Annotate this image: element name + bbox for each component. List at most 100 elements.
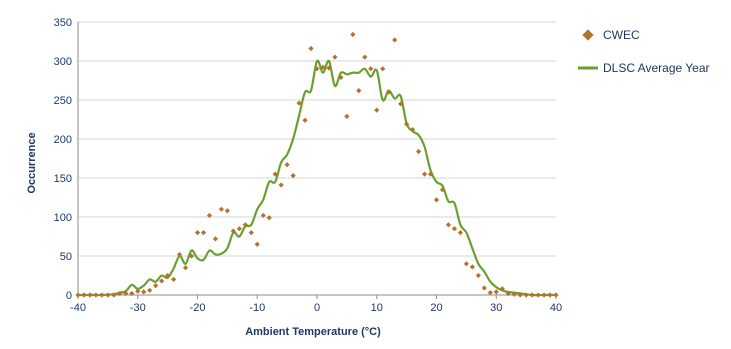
cwec-point [212, 236, 219, 242]
cwec-point [511, 291, 517, 297]
cwec-point [99, 292, 105, 298]
legend: CWEC DLSC Average Year [578, 28, 710, 75]
cwec-point [535, 292, 541, 298]
cwec-point [529, 292, 535, 298]
cwec-point [284, 162, 290, 168]
x-tick-label: 0 [314, 302, 320, 314]
cwec-point [182, 265, 189, 271]
cwec-point [523, 292, 529, 298]
cwec-point [176, 251, 183, 258]
y-axis-label: Occurrence [26, 132, 38, 193]
cwec-point [517, 292, 523, 298]
cwec-point [338, 74, 344, 80]
y-tick-label: 300 [54, 56, 72, 68]
cwec-point [344, 113, 350, 119]
legend-label-dlsc: DLSC Average Year [603, 61, 710, 75]
cwec-point [392, 37, 398, 43]
cwec-point [439, 187, 446, 193]
cwec-point [445, 222, 452, 228]
x-tick-label: 10 [371, 302, 383, 314]
cwec-point [129, 290, 135, 297]
cwec-point [159, 278, 165, 284]
y-tick-label: 200 [54, 134, 72, 146]
cwec-point [153, 283, 159, 289]
cwec-point [141, 289, 147, 295]
cwec-point [111, 292, 117, 298]
cwec-point [553, 292, 559, 298]
cwec-point [296, 100, 302, 106]
cwec-point [314, 66, 320, 72]
cwec-point [278, 182, 284, 188]
legend-item-dlsc: DLSC Average Year [578, 61, 710, 75]
x-tick-label: 20 [430, 302, 442, 314]
cwec-point [547, 292, 553, 298]
cwec-point [433, 197, 440, 203]
cwec-point [194, 230, 201, 236]
cwec-point [421, 171, 428, 177]
x-tick-label: 40 [550, 302, 562, 314]
cwec-point [320, 64, 326, 70]
cwec-point [410, 127, 416, 133]
cwec-point [260, 212, 266, 219]
cwec-point [457, 230, 463, 236]
cwec-point [368, 66, 374, 72]
y-tick-label: 100 [54, 212, 72, 224]
cwec-point [493, 289, 499, 295]
y-tick-label: 350 [54, 17, 72, 29]
cwec-point [87, 292, 93, 298]
cwec-point [362, 54, 368, 60]
cwec-point [200, 230, 207, 236]
cwec-point [356, 88, 362, 94]
y-tick-label: 250 [54, 95, 72, 107]
legend-label-cwec: CWEC [603, 28, 640, 42]
cwec-point [81, 292, 87, 298]
cwec-point [248, 230, 254, 236]
cwec-point [171, 276, 177, 282]
cwec-point [218, 206, 224, 212]
cwec-point [469, 264, 475, 270]
cwec-point [332, 54, 338, 60]
cwec-point [266, 215, 272, 221]
cwec-point [481, 285, 487, 291]
cwec-point [541, 292, 547, 298]
y-tick-label: 50 [60, 251, 72, 263]
cwec-point [451, 226, 458, 232]
cwec-point [147, 287, 153, 293]
x-tick-label: -10 [249, 302, 265, 314]
cwec-point [374, 107, 380, 113]
cwec-point [499, 286, 505, 292]
axis-layer: 0 50 100 150 200 250 300 350 -40 -30 -20 -10 0 10 20 30… [54, 17, 562, 314]
cwec-point [93, 292, 99, 298]
cwec-point [123, 290, 129, 297]
x-tick-label: -30 [130, 302, 146, 314]
cwec-point [165, 272, 171, 279]
cwec-point [230, 228, 236, 234]
cwec-point [290, 173, 296, 179]
x-tick-label: 30 [490, 302, 502, 314]
cwec-point [350, 31, 356, 38]
cwec-point [302, 117, 308, 123]
x-tick-label: -20 [190, 302, 206, 314]
cwec-point [308, 45, 314, 52]
grid-layer [78, 21, 556, 257]
cwec-point [242, 222, 248, 228]
cwec-point [398, 101, 404, 107]
series-layer [75, 31, 559, 298]
cwec-point [236, 226, 242, 232]
cwec-point [463, 261, 469, 267]
cwec-point [415, 148, 422, 155]
legend-marker-cwec [582, 29, 594, 41]
y-tick-label: 0 [66, 290, 72, 302]
y-tick-label: 150 [54, 173, 72, 185]
cwec-point [272, 171, 278, 177]
cwec-point [404, 121, 410, 127]
cwec-point [135, 288, 141, 294]
cwec-point [386, 89, 392, 95]
cwec-point [487, 290, 493, 296]
cwec-point [206, 212, 213, 219]
cwec-point [475, 272, 481, 279]
cwec-point [188, 253, 195, 259]
cwec-point [117, 290, 123, 297]
legend-item-cwec: CWEC [582, 28, 640, 42]
cwec-point [505, 290, 511, 297]
